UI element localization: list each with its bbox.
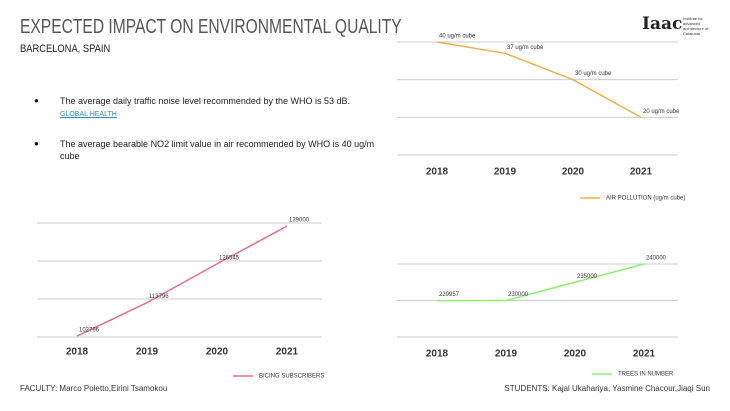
legend-label: AIR POLLUTION (ug/m cube): [606, 196, 685, 202]
data-line: [76, 225, 288, 337]
faculty: FACULTY: Marco Poletto,Eirini Tsamokou: [20, 384, 168, 393]
x-tick-label: 2018: [426, 349, 449, 360]
x-tick-label: 2020: [564, 349, 587, 360]
data-label: 240000: [646, 256, 667, 262]
slide-title: EXPECTED IMPACT ON ENVIRONMENTAL QUALITY: [20, 16, 402, 38]
students: STUDENTS: Kajal Ukahariya, Yasmine Chaco…: [504, 384, 710, 393]
data-label: 126545: [219, 255, 240, 261]
bullet-text: The average bearable NO2 limit value in …: [60, 139, 375, 161]
logo: Iaac: [642, 14, 683, 34]
data-label: 113796: [149, 294, 169, 300]
x-tick-label: 2021: [630, 167, 653, 178]
link[interactable]: GLOBAL HEALTH: [60, 111, 117, 118]
slide-subtitle: BARCELONA, SPAIN: [20, 43, 111, 55]
x-tick-label: 2019: [494, 167, 517, 178]
data-label: 235000: [577, 274, 598, 280]
data-label: 20 ug/m cube: [643, 109, 680, 115]
bullet-dot: ●: [34, 96, 39, 105]
data-label: 30 ug/m cube: [575, 71, 612, 77]
bullet-dot: ●: [34, 139, 39, 148]
x-tick-label: 2020: [206, 347, 229, 358]
logo-caption: Institute for advanced architecture of C…: [683, 16, 709, 36]
legend-label: TREES IN NUMBER: [618, 372, 674, 378]
data-label: 139000: [289, 218, 310, 224]
x-tick-label: 2018: [66, 347, 89, 358]
bullet-text: The average daily traffic noise level re…: [60, 96, 350, 106]
x-tick-label: 2020: [562, 167, 585, 178]
bullet: The average daily traffic noise level re…: [60, 95, 380, 121]
data-line: [436, 41, 642, 118]
data-label: 102796: [79, 328, 100, 334]
x-tick-label: 2019: [136, 347, 159, 358]
x-tick-label: 2021: [276, 347, 299, 358]
bullet: The average bearable NO2 limit value in …: [60, 138, 380, 162]
x-tick-label: 2018: [426, 167, 449, 178]
data-label: 230000: [508, 292, 529, 298]
x-tick-label: 2019: [495, 349, 518, 360]
legend-label: BICING SUBSCRIBERS: [259, 374, 324, 380]
x-tick-label: 2021: [633, 349, 656, 360]
data-label: 229957: [439, 292, 460, 298]
data-line: [436, 263, 645, 302]
data-label: 37 ug/m cube: [507, 45, 544, 51]
data-label: 40 ug/m cube: [439, 34, 476, 40]
